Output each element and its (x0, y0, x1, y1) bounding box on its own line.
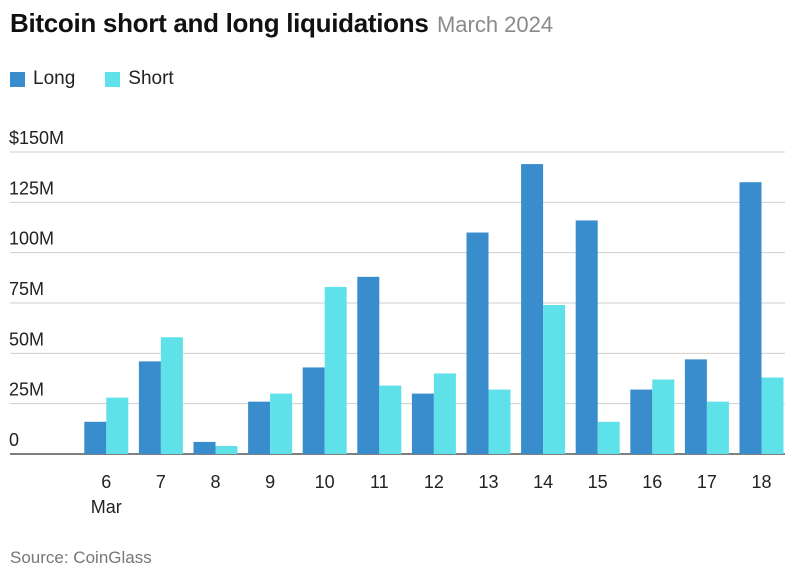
y-tick-label: 0 (9, 430, 19, 450)
bar-long-14 (521, 164, 544, 454)
bar-short-12 (433, 373, 456, 454)
bar-short-13 (488, 389, 511, 454)
x-tick-label: 16 (642, 472, 662, 492)
bar-short-10 (324, 286, 347, 454)
bar-long-8 (193, 441, 216, 454)
legend-label-long: Long (33, 68, 76, 89)
chart-subtitle: March 2024 (436, 12, 554, 37)
x-tick-label: 18 (751, 472, 771, 492)
x-tick-label: 8 (210, 472, 220, 492)
bar-short-8 (215, 445, 238, 454)
y-tick-label: 25M (9, 380, 44, 400)
bars (84, 164, 784, 454)
bar-long-7 (138, 361, 161, 454)
x-tick-label: 17 (697, 472, 717, 492)
legend-swatch-short (105, 71, 121, 87)
y-tick-label: 125M (9, 178, 54, 198)
x-tick-label: 10 (315, 472, 335, 492)
bar-long-11 (357, 276, 380, 454)
legend-label-short: Short (128, 68, 174, 89)
bar-short-7 (160, 337, 183, 454)
y-tick-label: 100M (9, 229, 54, 249)
bar-long-18 (739, 182, 762, 454)
x-tick-label: 14 (533, 472, 553, 492)
x-tick-label: 6 (101, 472, 111, 492)
bar-long-12 (411, 393, 434, 454)
y-tick-label: $150M (9, 128, 64, 148)
bar-short-16 (652, 379, 675, 454)
legend: Long Short (10, 68, 204, 90)
y-tick-labels: $150M 125M 100M 75M 50M 25M 0 (9, 128, 64, 450)
bar-short-9 (270, 393, 293, 454)
x-tick-label: 7 (156, 472, 166, 492)
x-tick-label: 11 (370, 472, 389, 492)
source-note: Source: CoinGlass (10, 548, 152, 567)
chart-title: Bitcoin short and long liquidations (10, 8, 429, 38)
bar-long-16 (630, 389, 653, 454)
bar-long-13 (466, 232, 489, 454)
x-tick-label: 9 (265, 472, 275, 492)
bar-long-10 (302, 367, 325, 454)
chart-title-row: Bitcoin short and long liquidations Marc… (10, 8, 553, 39)
bar-short-18 (761, 377, 784, 454)
x-tick-label: 13 (478, 472, 498, 492)
y-tick-label: 75M (9, 279, 44, 299)
bar-long-9 (248, 401, 271, 454)
x-tick-sublabel: Mar (91, 497, 122, 517)
x-tick-label: 15 (588, 472, 608, 492)
bar-short-14 (543, 305, 566, 454)
bar-long-17 (684, 359, 707, 454)
x-tick-label: 12 (424, 472, 444, 492)
bar-long-15 (575, 220, 598, 454)
y-tick-label: 50M (9, 329, 44, 349)
bar-short-15 (597, 421, 620, 454)
bar-short-17 (706, 401, 729, 454)
bar-long-6 (84, 421, 107, 454)
bar-short-6 (106, 397, 129, 454)
legend-item-short: Short (105, 68, 174, 90)
legend-item-long: Long (10, 68, 75, 90)
x-tick-labels: 6 Mar 7 8 9 10 11 12 13 14 15 16 17 18 (91, 472, 772, 517)
bar-short-11 (379, 385, 402, 454)
legend-swatch-long (10, 71, 25, 87)
